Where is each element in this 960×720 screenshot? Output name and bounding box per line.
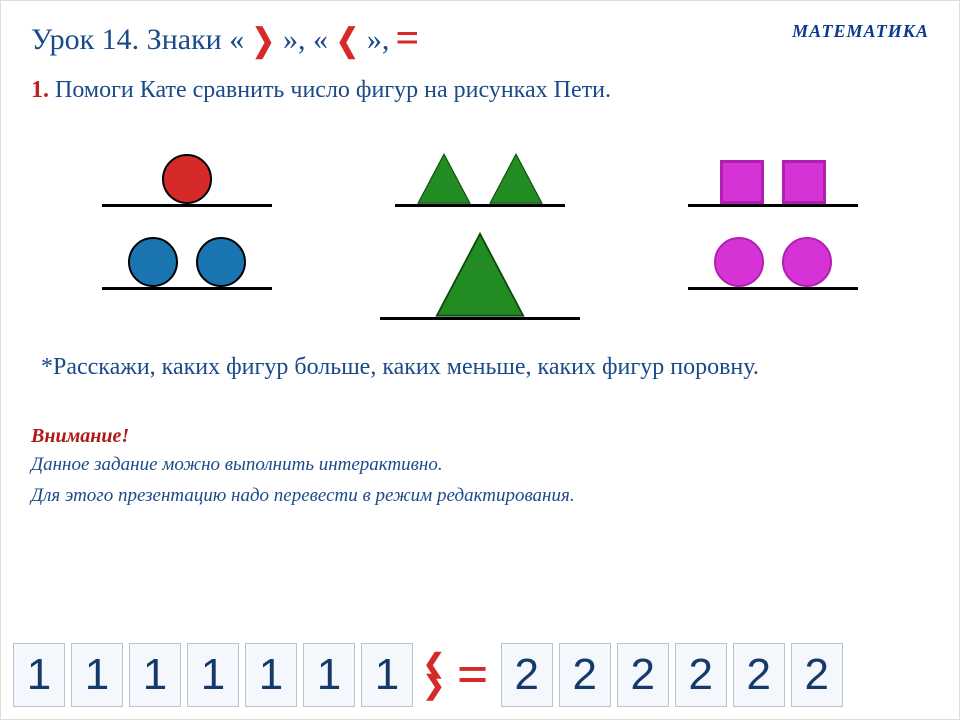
figure-group-3 (643, 134, 903, 330)
equals-icon: = (395, 25, 419, 54)
greater-than-icon: ❯ (423, 675, 445, 697)
shelf-bottom (643, 217, 903, 287)
number-tile[interactable]: 1 (303, 643, 355, 707)
tiles-left-group: 1111111 (13, 643, 413, 707)
triangle-shape (417, 153, 471, 204)
square-shape (720, 160, 764, 204)
shelf-top (57, 134, 317, 204)
divider-line (688, 204, 858, 207)
figure-group-1 (57, 134, 317, 330)
number-tile[interactable]: 2 (559, 643, 611, 707)
note-line-1: Данное задание можно выполнить интеракти… (1, 450, 959, 482)
task-body: Помоги Кате сравнить число фигур на рису… (55, 77, 611, 103)
number-tile[interactable]: 1 (129, 643, 181, 707)
number-tile[interactable]: 2 (733, 643, 785, 707)
subject-label: МАТЕМАТИКА (792, 21, 929, 42)
title-mid1: », « (283, 23, 328, 57)
number-tile[interactable]: 1 (187, 643, 239, 707)
divider-line (102, 204, 272, 207)
triangle-shape (435, 232, 525, 318)
task-text: 1. Помоги Кате сравнить число фигур на р… (1, 69, 959, 124)
note-line-2: Для этого презентацию надо перевести в р… (1, 481, 959, 513)
shelf-bottom (350, 217, 610, 317)
lesson-title: Урок 14. Знаки « ❯ », « ❮ », = (31, 21, 419, 59)
title-prefix: Урок 14. Знаки « (31, 23, 244, 57)
circle-shape (196, 237, 246, 287)
number-tile[interactable]: 1 (71, 643, 123, 707)
less-than-icon: ❮ (336, 21, 359, 59)
tiles-right-group: 222222 (501, 643, 843, 707)
shelf-bottom (57, 217, 317, 287)
shelf-top (350, 134, 610, 204)
circle-shape (782, 237, 832, 287)
number-tile[interactable]: 1 (361, 643, 413, 707)
number-tile[interactable]: 1 (13, 643, 65, 707)
number-tile[interactable]: 2 (617, 643, 669, 707)
divider-line (102, 287, 272, 290)
triangle-shape (489, 153, 543, 204)
header: Урок 14. Знаки « ❯ », « ❮ », = МАТЕМАТИК… (1, 1, 959, 69)
subtask-text: *Расскажи, каких фигур больше, каких мен… (1, 340, 959, 395)
number-tile[interactable]: 2 (675, 643, 727, 707)
warning-label: Внимание! (1, 395, 959, 450)
divider-line (395, 204, 565, 207)
square-shape (782, 160, 826, 204)
equals-symbol[interactable]: = (457, 653, 489, 698)
greater-than-icon: ❯ (252, 21, 275, 59)
figures-row (1, 124, 959, 340)
figure-group-2 (350, 134, 610, 330)
divider-line (380, 317, 580, 320)
number-tile[interactable]: 1 (245, 643, 297, 707)
title-mid2: », (367, 23, 390, 57)
circle-shape (714, 237, 764, 287)
number-tile[interactable]: 2 (501, 643, 553, 707)
number-tiles-row: 1111111 ❮ ❯ = 222222 (13, 643, 947, 707)
shelf-top (643, 134, 903, 204)
divider-line (688, 287, 858, 290)
circle-shape (128, 237, 178, 287)
task-number: 1. (31, 77, 49, 103)
comparison-symbols[interactable]: ❮ ❯ (423, 653, 445, 697)
number-tile[interactable]: 2 (791, 643, 843, 707)
circle-shape (162, 154, 212, 204)
